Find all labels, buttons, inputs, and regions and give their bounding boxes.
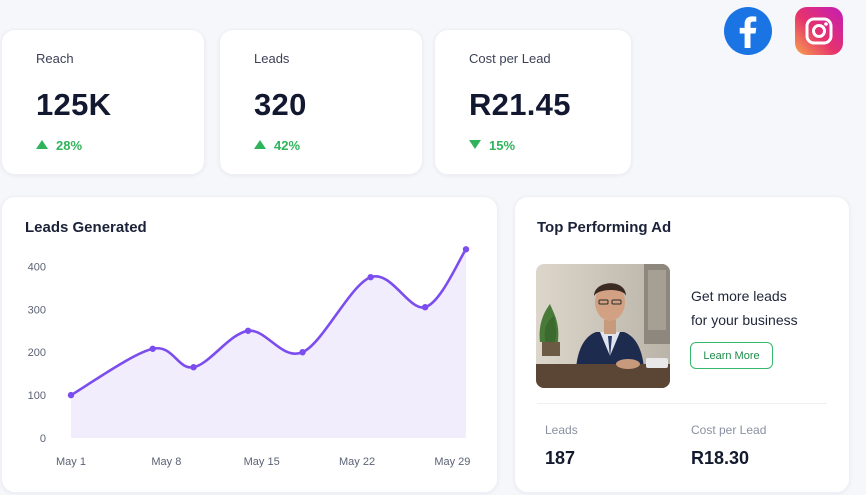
kpi-change: 15% <box>469 138 515 153</box>
ad-card-title: Top Performing Ad <box>537 219 672 236</box>
instagram-glyph <box>805 17 833 45</box>
x-tick-label: May 29 <box>434 456 470 468</box>
top-ad-card: Top Performing Ad <box>514 196 850 493</box>
learn-more-button[interactable]: Learn More <box>690 342 773 369</box>
kpi-change-value: 42% <box>274 138 301 153</box>
divider <box>537 403 827 404</box>
facebook-glyph <box>739 16 757 48</box>
ad-photo-illustration <box>536 264 670 388</box>
ad-stat-label: Leads <box>545 423 578 437</box>
data-point <box>462 246 470 253</box>
kpi-value: 320 <box>254 87 307 122</box>
kpi-card-reach: Reach 125K 28% <box>1 29 205 175</box>
kpi-change-value: 15% <box>489 138 516 153</box>
kpi-label: Leads <box>254 51 290 66</box>
arrow-up-icon <box>254 140 266 149</box>
kpi-change: 42% <box>254 138 300 153</box>
ad-stat-value: R18.30 <box>691 448 750 468</box>
y-tick-label: 400 <box>28 261 46 273</box>
ad-headline-line: for your business <box>691 312 798 328</box>
facebook-icon[interactable] <box>724 7 772 55</box>
data-point <box>190 364 197 371</box>
kpi-card-cost-per-lead: Cost per Lead R21.45 15% <box>434 29 632 175</box>
kpi-card-leads: Leads 320 42% <box>219 29 423 175</box>
data-point <box>421 303 429 311</box>
ad-headline: Get more leads for your business <box>691 284 831 332</box>
y-tick-label: 200 <box>28 347 46 359</box>
ad-stat-value: 187 <box>545 448 576 468</box>
leads-chart-card: Leads Generated 0 100 200 300 400 May 1 May 8 M… <box>1 196 498 493</box>
series-area <box>71 249 466 438</box>
kpi-change-value: 28% <box>56 138 83 153</box>
data-point <box>67 391 75 399</box>
ad-headline-line: Get more leads <box>691 288 787 304</box>
instagram-icon[interactable] <box>795 7 843 55</box>
kpi-value: R21.45 <box>469 87 571 122</box>
y-tick-label: 300 <box>28 304 46 316</box>
ad-image[interactable] <box>536 264 670 388</box>
kpi-label: Reach <box>36 51 74 66</box>
kpi-value: 125K <box>36 87 112 122</box>
x-tick-label: May 1 <box>56 456 86 468</box>
x-tick-label: May 22 <box>339 456 375 468</box>
data-point <box>367 273 374 281</box>
kpi-change: 28% <box>36 138 82 153</box>
chart-title: Leads Generated <box>25 219 147 236</box>
y-tick-label: 0 <box>40 433 46 445</box>
data-point <box>244 327 252 334</box>
ad-stat-label: Cost per Lead <box>691 423 767 437</box>
arrow-down-icon <box>469 140 481 149</box>
y-tick-label: 100 <box>28 390 46 402</box>
x-tick-label: May 8 <box>151 456 181 468</box>
kpi-label: Cost per Lead <box>469 51 551 66</box>
data-point <box>149 345 156 352</box>
leads-line-chart: 0 100 200 300 400 May 1 May 8 May 15 May 22 May 2… <box>28 246 470 468</box>
data-point <box>299 349 306 356</box>
x-tick-label: May 15 <box>244 456 280 468</box>
arrow-up-icon <box>36 140 48 149</box>
